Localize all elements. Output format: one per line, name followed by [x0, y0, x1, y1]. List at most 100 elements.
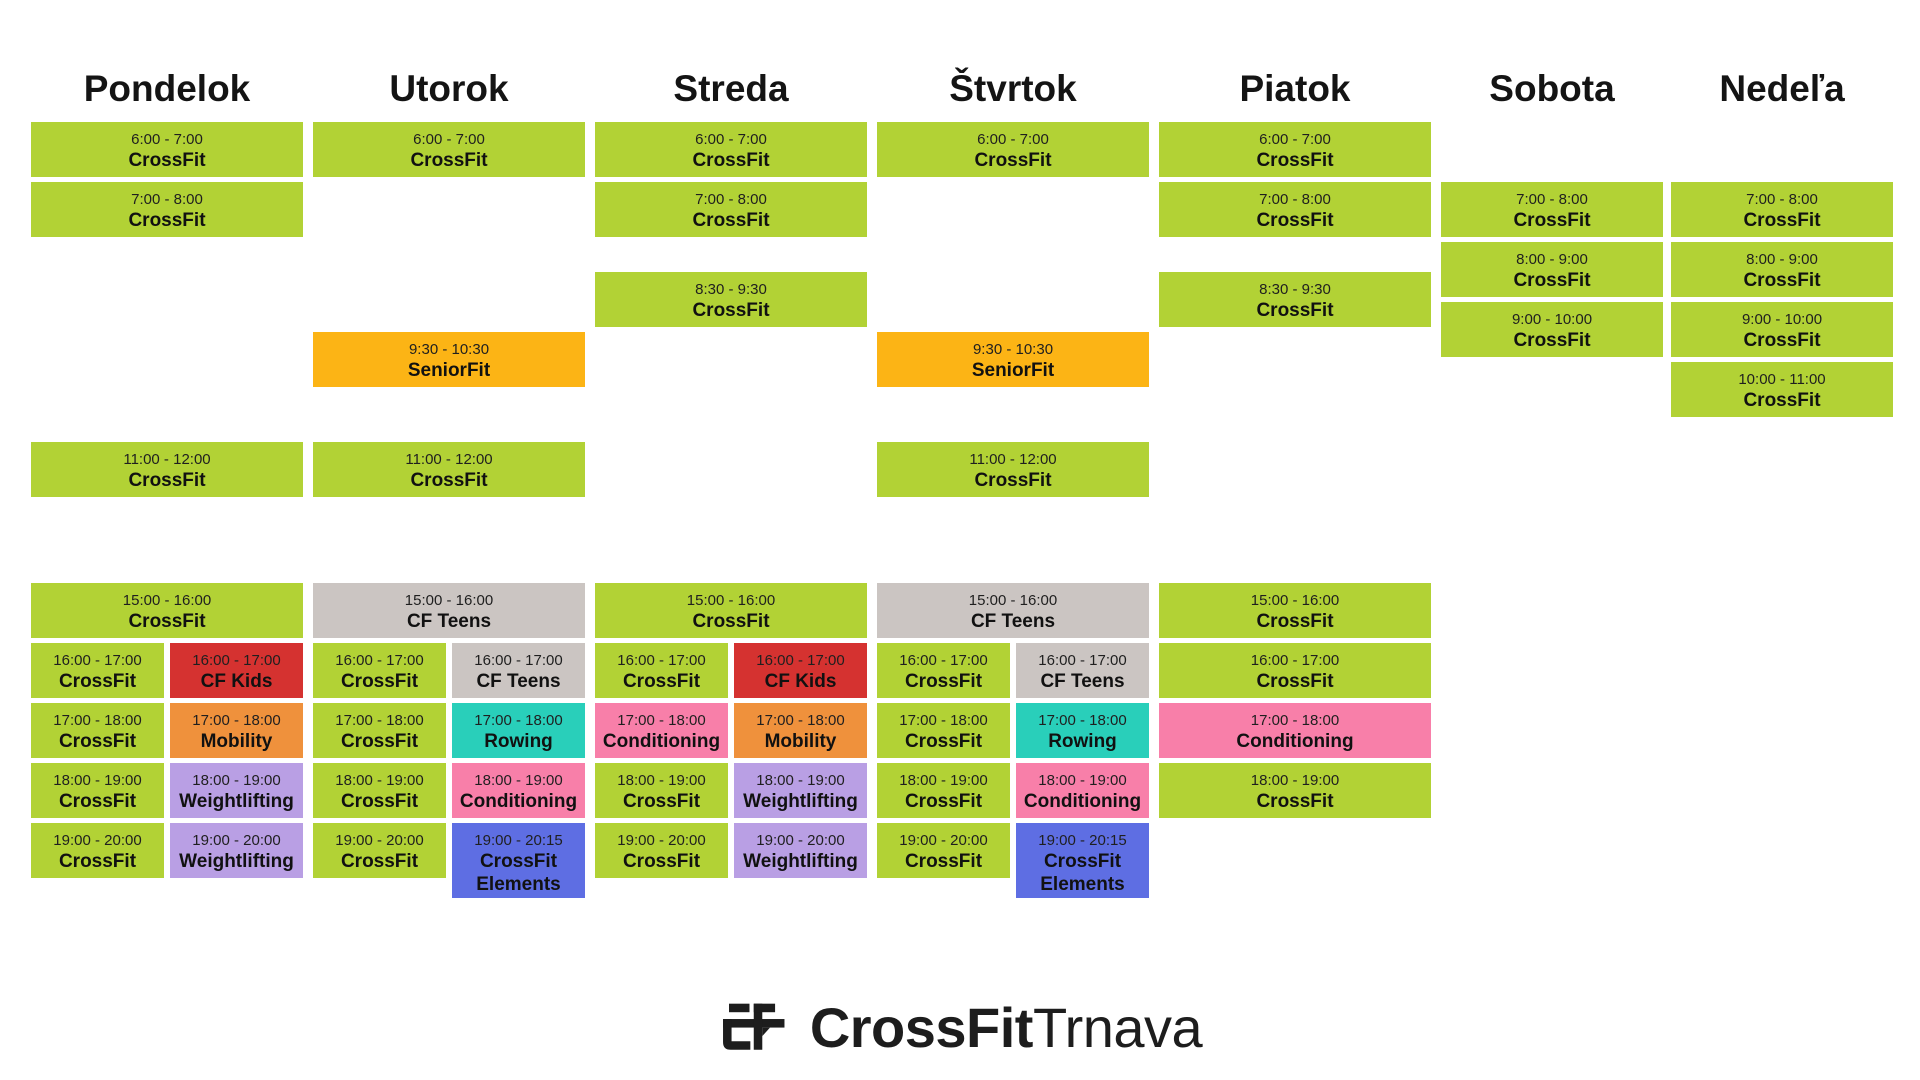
class-block-crossfit: 19:00 - 20:00 CrossFit	[877, 823, 1010, 878]
slot-time: 6:00 - 7:00	[413, 131, 485, 148]
logo-text-bold: CrossFit	[809, 996, 1034, 1059]
slot-time: 6:00 - 7:00	[131, 131, 203, 148]
slot-label: Conditioning	[459, 791, 578, 812]
slot-label: CrossFit	[340, 791, 419, 812]
class-block-conditioning: 17:00 - 18:00 Conditioning	[1159, 703, 1431, 758]
logo-crossfit-trnava: CrossFitTrnava	[718, 995, 1203, 1060]
slot-label: Rowing	[484, 731, 553, 752]
slot-time: 19:00 - 20:00	[899, 832, 988, 849]
class-block-crossfit: 18:00 - 19:00 CrossFit	[1159, 763, 1431, 818]
slot-time: 17:00 - 18:00	[53, 712, 142, 729]
day-header-streda: Streda	[673, 68, 789, 109]
slot-label: Conditioning	[1236, 731, 1354, 752]
slot-time: 17:00 - 18:00	[335, 712, 424, 729]
slot-label: CrossFit	[58, 671, 137, 692]
class-block-crossfit: 15:00 - 16:00 CrossFit	[31, 583, 303, 638]
slot-label: CrossFit	[1743, 210, 1821, 231]
slot-label: CrossFit	[692, 150, 770, 171]
slot-label: CrossFit	[1513, 270, 1591, 291]
class-block-crossfit: 7:00 - 8:00 CrossFit	[31, 182, 303, 237]
class-block-crossfit: 11:00 - 12:00 CrossFit	[313, 442, 585, 497]
slot-label: CF Teens	[1040, 671, 1125, 692]
class-block-crossfit: 15:00 - 16:00 CrossFit	[1159, 583, 1431, 638]
class-block-cfteens: 16:00 - 17:00 CF Teens	[452, 643, 585, 698]
logo-text-regular: Trnava	[1032, 996, 1203, 1059]
slot-time: 16:00 - 17:00	[617, 652, 706, 669]
slot-time: 11:00 - 12:00	[123, 451, 211, 468]
slot-label: CrossFit	[974, 470, 1052, 491]
class-block-crossfit: 7:00 - 8:00 CrossFit	[1671, 182, 1893, 237]
slot-label: Weightlifting	[743, 851, 858, 872]
class-block-crossfit: 17:00 - 18:00 CrossFit	[31, 703, 164, 758]
slot-time: 17:00 - 18:00	[899, 712, 988, 729]
slot-label: CrossFit	[128, 150, 206, 171]
class-block-crossfit: 16:00 - 17:00 CrossFit	[31, 643, 164, 698]
slot-time: 19:00 - 20:00	[53, 832, 142, 849]
class-block-crossfit: 15:00 - 16:00 CrossFit	[595, 583, 867, 638]
slot-label: CrossFit	[692, 611, 770, 632]
slot-label: CF Kids	[764, 671, 837, 692]
slot-label: CrossFit	[692, 300, 770, 321]
slot-time: 9:00 - 10:00	[1511, 311, 1593, 328]
slot-label: CrossFit	[58, 791, 137, 812]
slot-time: 16:00 - 17:00	[756, 652, 845, 669]
slot-label: CrossFit	[128, 611, 206, 632]
slot-time: 18:00 - 19:00	[899, 772, 988, 789]
class-block-crossfit: 7:00 - 8:00 CrossFit	[595, 182, 867, 237]
slot-label: SeniorFit	[971, 360, 1055, 381]
class-block-elements: 19:00 - 20:15 CrossFit Elements	[1016, 823, 1149, 898]
class-block-crossfit: 7:00 - 8:00 CrossFit	[1159, 182, 1431, 237]
class-block-crossfit: 6:00 - 7:00 CrossFit	[31, 122, 303, 177]
class-block-crossfit: 19:00 - 20:00 CrossFit	[31, 823, 164, 878]
slot-label: CrossFit	[1743, 390, 1821, 411]
slot-time: 7:00 - 8:00	[131, 191, 203, 208]
class-block-crossfit: 16:00 - 17:00 CrossFit	[877, 643, 1010, 698]
crossfit-cf-logo-icon	[723, 1003, 785, 1050]
slot-label: Weightlifting	[179, 851, 294, 872]
class-block-crossfit: 18:00 - 19:00 CrossFit	[313, 763, 446, 818]
slot-label: CrossFit	[58, 731, 137, 752]
slot-time: 16:00 - 17:00	[1250, 652, 1340, 669]
class-block-weightlifting: 19:00 - 20:00 Weightlifting	[734, 823, 867, 878]
class-block-weightlifting: 18:00 - 19:00 Weightlifting	[170, 763, 303, 818]
slot-time: 6:00 - 7:00	[1259, 131, 1331, 148]
class-block-crossfit: 8:30 - 9:30 CrossFit	[1159, 272, 1431, 327]
slot-time: 11:00 - 12:00	[969, 451, 1057, 468]
class-block-cfkids: 16:00 - 17:00 CF Kids	[734, 643, 867, 698]
slot-label: CrossFit	[622, 851, 701, 872]
slot-label: CrossFit	[622, 671, 701, 692]
slot-time: 8:30 - 9:30	[1259, 281, 1331, 298]
slot-time: 18:00 - 19:00	[1038, 772, 1127, 789]
slot-label: CrossFit	[410, 470, 488, 491]
day-header-stvrtok: Štvrtok	[949, 68, 1077, 109]
slot-time: 15:00 - 16:00	[404, 592, 494, 609]
class-block-conditioning: 18:00 - 19:00 Conditioning	[452, 763, 585, 818]
slot-time: 8:00 - 9:00	[1516, 251, 1588, 268]
slot-time: 18:00 - 19:00	[53, 772, 142, 789]
slot-label: CrossFit	[692, 210, 770, 231]
slot-label: CrossFit	[1256, 791, 1334, 812]
slot-label: CrossFit	[904, 671, 983, 692]
class-block-crossfit: 16:00 - 17:00 CrossFit	[595, 643, 728, 698]
slot-label: CrossFit	[622, 791, 701, 812]
day-header-piatok: Piatok	[1239, 68, 1351, 109]
class-block-cfteens: 15:00 - 16:00 CF Teens	[313, 583, 585, 638]
class-block-rowing: 17:00 - 18:00 Rowing	[1016, 703, 1149, 758]
class-block-crossfit: 6:00 - 7:00 CrossFit	[877, 122, 1149, 177]
slot-label: CF Teens	[970, 611, 1056, 632]
class-block-crossfit: 6:00 - 7:00 CrossFit	[595, 122, 867, 177]
slot-label: CrossFit	[1256, 671, 1334, 692]
slot-time: 19:00 - 20:15	[474, 832, 563, 849]
slot-label: CrossFit	[904, 731, 983, 752]
slot-label: CrossFit	[1256, 210, 1334, 231]
slot-label: Rowing	[1048, 731, 1117, 752]
class-block-rowing: 17:00 - 18:00 Rowing	[452, 703, 585, 758]
slot-time: 15:00 - 16:00	[1250, 592, 1340, 609]
slot-label: CrossFit Elements	[1040, 851, 1125, 895]
class-block-crossfit: 17:00 - 18:00 CrossFit	[877, 703, 1010, 758]
slot-label: SeniorFit	[407, 360, 491, 381]
slot-time: 7:00 - 8:00	[695, 191, 767, 208]
class-block-cfkids: 16:00 - 17:00 CF Kids	[170, 643, 303, 698]
class-block-crossfit: 19:00 - 20:00 CrossFit	[595, 823, 728, 878]
slot-label: CrossFit	[410, 150, 488, 171]
